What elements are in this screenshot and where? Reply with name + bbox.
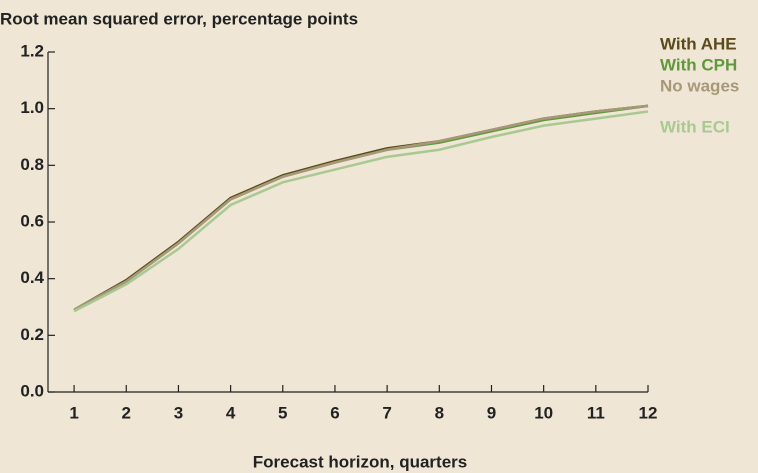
legend-label: No wages — [660, 76, 739, 95]
y-tick-label: 0.6 — [20, 211, 44, 230]
x-tick-label: 12 — [639, 403, 658, 422]
x-tick-label: 6 — [330, 403, 339, 422]
legend-label: With CPH — [660, 55, 737, 74]
x-tick-label: 11 — [587, 403, 605, 422]
x-tick-label: 9 — [487, 403, 496, 422]
y-tick-label: 0.0 — [20, 381, 44, 400]
y-tick-label: 1.0 — [20, 98, 44, 117]
chart-title: Root mean squared error, percentage poin… — [0, 9, 358, 28]
legend-label: With ECI — [660, 117, 730, 136]
y-tick-label: 0.2 — [20, 325, 44, 344]
legend-label: With AHE — [660, 34, 737, 53]
y-tick-label: 0.4 — [20, 268, 44, 287]
x-tick-label: 10 — [534, 403, 553, 422]
x-axis-label: Forecast horizon, quarters — [253, 452, 467, 471]
series-line — [73, 104, 649, 311]
x-tick-label: 5 — [278, 403, 287, 422]
x-tick-label: 4 — [226, 403, 236, 422]
series-line — [73, 110, 649, 313]
series-line — [73, 104, 649, 311]
y-tick-label: 0.8 — [20, 155, 44, 174]
y-tick-label: 1.2 — [20, 41, 44, 60]
x-tick-label: 3 — [174, 403, 183, 422]
x-tick-label: 8 — [435, 403, 444, 422]
x-tick-label: 2 — [122, 403, 131, 422]
series-line — [73, 104, 649, 311]
x-tick-label: 1 — [69, 403, 78, 422]
x-tick-label: 7 — [382, 403, 391, 422]
